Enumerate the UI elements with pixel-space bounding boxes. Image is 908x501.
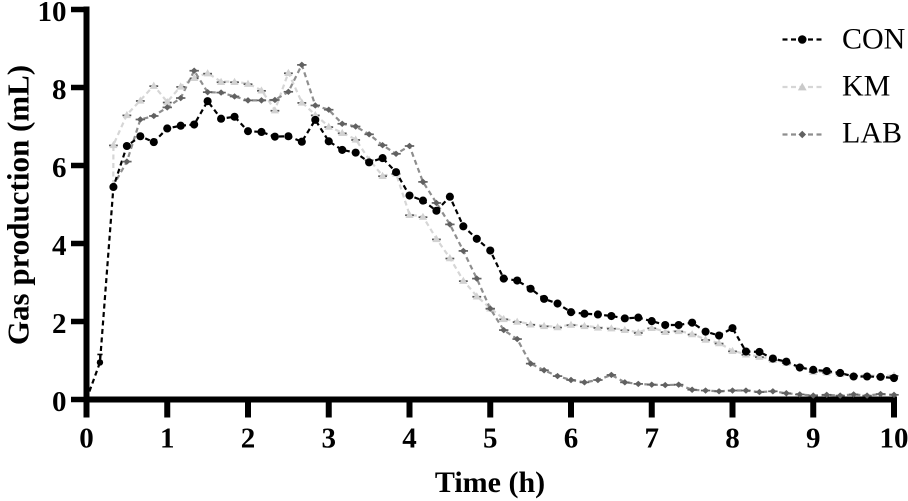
svg-text:Time (h): Time (h) [435,466,545,499]
svg-text:4: 4 [52,230,67,262]
svg-text:Gas production (mL): Gas production (mL) [1,65,36,345]
svg-text:6: 6 [52,152,67,184]
svg-text:LAB: LAB [842,117,902,150]
svg-text:4: 4 [402,423,417,455]
svg-text:3: 3 [322,423,337,455]
svg-text:6: 6 [564,423,579,455]
svg-text:8: 8 [52,74,67,106]
svg-text:10: 10 [880,423,908,455]
svg-text:KM: KM [842,70,890,103]
svg-text:5: 5 [483,423,498,455]
svg-text:8: 8 [725,423,740,455]
svg-text:9: 9 [806,423,821,455]
svg-text:2: 2 [52,308,67,340]
svg-text:1: 1 [160,423,175,455]
svg-text:10: 10 [38,0,67,28]
svg-text:0: 0 [79,423,94,455]
svg-text:7: 7 [645,423,660,455]
svg-text:CON: CON [842,23,905,56]
svg-text:2: 2 [241,423,256,455]
svg-text:0: 0 [52,386,67,418]
